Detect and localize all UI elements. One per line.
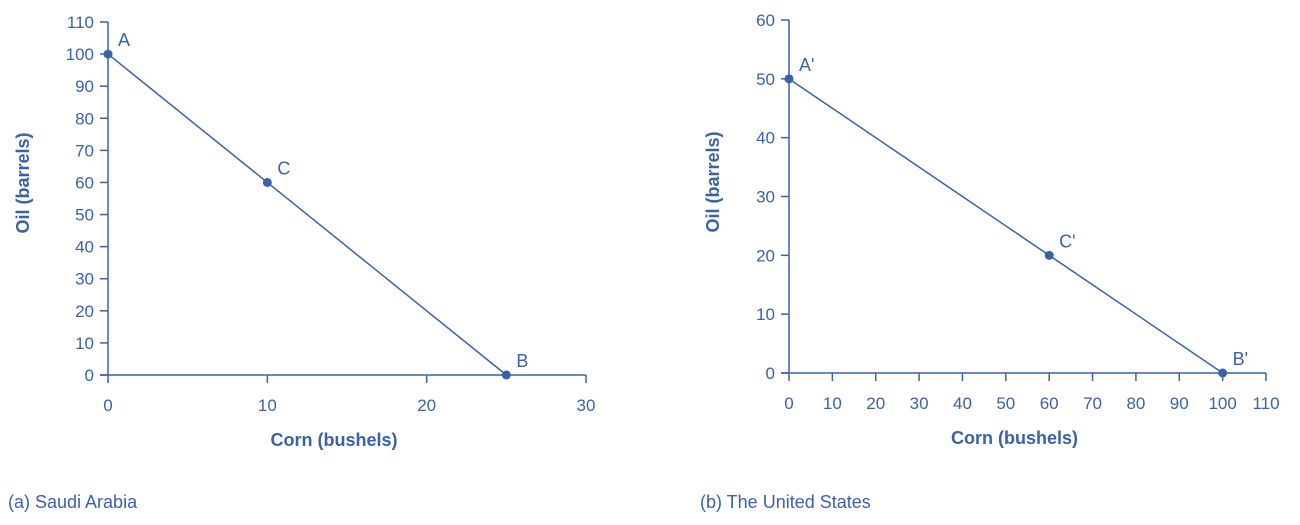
y-tick-label: 90: [75, 77, 94, 96]
data-point: [501, 370, 511, 380]
point-label: A': [799, 55, 814, 75]
y-tick-label: 0: [85, 366, 94, 385]
ppf-line: [107, 53, 507, 376]
x-tick-label: 10: [258, 396, 277, 415]
y-tick-label: 40: [75, 238, 94, 257]
x-tick-label: 0: [103, 396, 112, 415]
y-tick-label: 20: [756, 246, 775, 265]
x-tick-label: 90: [1170, 394, 1189, 413]
ppf-line: [788, 78, 1224, 374]
y-tick-label: 0: [766, 364, 775, 383]
y-tick-label: 40: [756, 129, 775, 148]
x-tick-label: 40: [953, 394, 972, 413]
caption-saudi-arabia: (a) Saudi Arabia: [8, 492, 138, 512]
y-tick-label: 10: [75, 334, 94, 353]
y-tick-label: 50: [75, 206, 94, 225]
data-point: [784, 74, 794, 84]
y-tick-label: 110: [67, 13, 94, 32]
y-tick-label: 60: [756, 11, 775, 30]
data-point: [1218, 368, 1228, 378]
y-tick-label: 100: [66, 45, 94, 64]
y-tick-label: 30: [756, 188, 775, 207]
x-tick-label: 70: [1083, 394, 1102, 413]
chart-saudi-arabia: 0 10 20 30 40 50 60 70 80 90 100 110 0 10 20 30 Corn (bu…: [13, 13, 595, 450]
point-label: B: [516, 351, 528, 371]
y-tick-label: 70: [75, 141, 94, 160]
x-tick-label: 110: [1252, 394, 1279, 413]
y-axis-title: Oil (barrels): [703, 131, 723, 232]
point-label: C: [277, 158, 290, 178]
data-point: [262, 177, 272, 187]
x-tick-label: 20: [417, 396, 436, 415]
y-tick-label: 10: [756, 305, 775, 324]
x-tick-label: 80: [1126, 394, 1145, 413]
data-point: [1044, 250, 1054, 260]
caption-united-states: (b) The United States: [700, 492, 871, 512]
y-axis-title: Oil (barrels): [13, 132, 33, 233]
x-axis-title: Corn (bushels): [270, 430, 397, 450]
point-label: B': [1233, 349, 1248, 369]
point-label: A: [118, 30, 130, 50]
x-tick-label: 60: [1040, 394, 1059, 413]
data-point: [103, 49, 113, 59]
y-tick-label: 80: [75, 109, 94, 128]
y-tick-label: 20: [75, 302, 94, 321]
y-tick-label: 30: [75, 270, 94, 289]
x-tick-label: 0: [784, 394, 793, 413]
x-tick-label: 30: [910, 394, 929, 413]
x-axis-title: Corn (bushels): [951, 428, 1078, 448]
y-tick-label: 60: [75, 173, 94, 192]
point-label: C': [1059, 231, 1075, 251]
x-tick-label: 100: [1208, 394, 1236, 413]
x-tick-label: 50: [996, 394, 1015, 413]
y-tick-label: 50: [756, 70, 775, 89]
x-tick-label: 10: [823, 394, 842, 413]
chart-united-states: 0 10 20 30 40 50 60 0 10 20 30 40 50 60 70 80 90 100 110 Co…: [703, 11, 1280, 448]
x-tick-label: 20: [866, 394, 885, 413]
x-tick-label: 30: [577, 396, 596, 415]
